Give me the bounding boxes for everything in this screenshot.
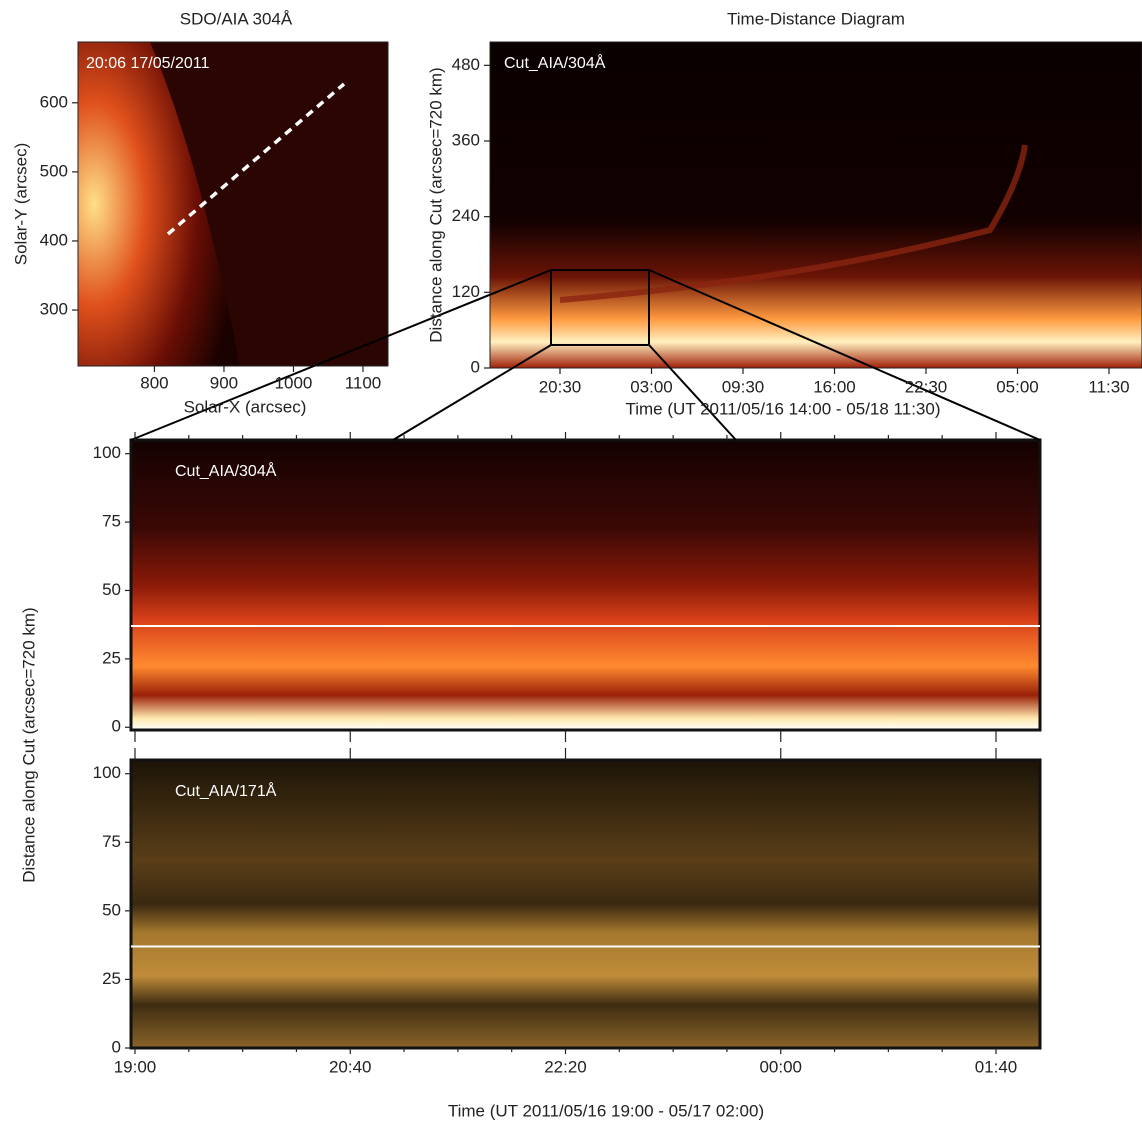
y-axis-label: Distance along Cut (arcsec=720 km) [19, 607, 38, 882]
x-tick-label: 19:00 [114, 1057, 157, 1076]
x-tick-label: 09:30 [722, 377, 765, 396]
y-tick-label: 300 [40, 300, 68, 319]
y-tick-label: 75 [102, 832, 121, 851]
y-tick-label: 25 [102, 648, 121, 667]
x-tick-label: 900 [210, 373, 238, 392]
x-tick-label: 800 [140, 373, 168, 392]
x-tick-label: 20:30 [539, 377, 582, 396]
x-axis-label: Time (UT 2011/05/16 14:00 - 05/18 11:30) [625, 399, 940, 418]
y-tick-label: 50 [102, 580, 121, 599]
cut-line [166, 82, 346, 236]
x-tick-label: 22:30 [905, 377, 948, 396]
x-tick-label: 20:40 [329, 1057, 372, 1076]
frame [129, 438, 1042, 732]
panel-title: SDO/AIA 304Å [180, 9, 293, 28]
annotation: Cut_AIA/171Å [175, 781, 277, 800]
feature [559, 144, 1028, 303]
y-tick-label: 50 [102, 900, 121, 919]
x-tick-label: 05:00 [996, 377, 1039, 396]
image [131, 760, 1040, 1048]
image [490, 42, 1142, 368]
x-axis-label: Time (UT 2011/05/16 19:00 - 05/17 02:00) [448, 1101, 764, 1120]
image [131, 440, 1040, 730]
y-tick-label: 240 [452, 206, 480, 225]
x-tick-label: 00:00 [759, 1057, 802, 1076]
y-tick-label: 400 [40, 230, 68, 249]
solar-limb [78, 42, 240, 366]
panel-title: Time-Distance Diagram [727, 9, 905, 28]
x-tick-label: 03:00 [630, 377, 673, 396]
y-tick-label: 100 [93, 763, 121, 782]
y-tick-label: 360 [452, 130, 480, 149]
x-tick-label: 16:00 [813, 377, 856, 396]
y-tick-label: 100 [93, 443, 121, 462]
frame [489, 41, 1142, 369]
annotation: 20:06 17/05/2011 [86, 55, 209, 72]
y-axis-label: Solar-Y (arcsec) [11, 143, 30, 266]
y-tick-label: 120 [452, 282, 480, 301]
y-tick-label: 0 [112, 717, 121, 736]
x-tick-label: 1000 [275, 373, 313, 392]
y-tick-label: 0 [471, 357, 480, 376]
y-tick-label: 75 [102, 512, 121, 531]
frame [129, 758, 1042, 1050]
zoom-box [550, 269, 650, 346]
x-tick-label: 11:30 [1088, 377, 1129, 396]
x-axis-label: Solar-X (arcsec) [184, 397, 307, 416]
y-tick-label: 25 [102, 969, 121, 988]
y-tick-label: 600 [40, 92, 68, 111]
y-axis-label: Distance along Cut (arcsec=720 km) [426, 67, 445, 342]
x-tick-label: 01:40 [975, 1057, 1018, 1076]
x-tick-label: 22:20 [544, 1057, 587, 1076]
annotation: Cut_AIA/304Å [504, 53, 606, 72]
frame [77, 41, 389, 367]
y-tick-label: 480 [452, 55, 480, 74]
y-tick-label: 500 [40, 161, 68, 180]
x-tick-label: 1100 [345, 373, 382, 392]
annotation: Cut_AIA/304Å [175, 461, 277, 480]
zoom-connectors [130, 269, 1041, 441]
y-tick-label: 0 [112, 1037, 121, 1056]
